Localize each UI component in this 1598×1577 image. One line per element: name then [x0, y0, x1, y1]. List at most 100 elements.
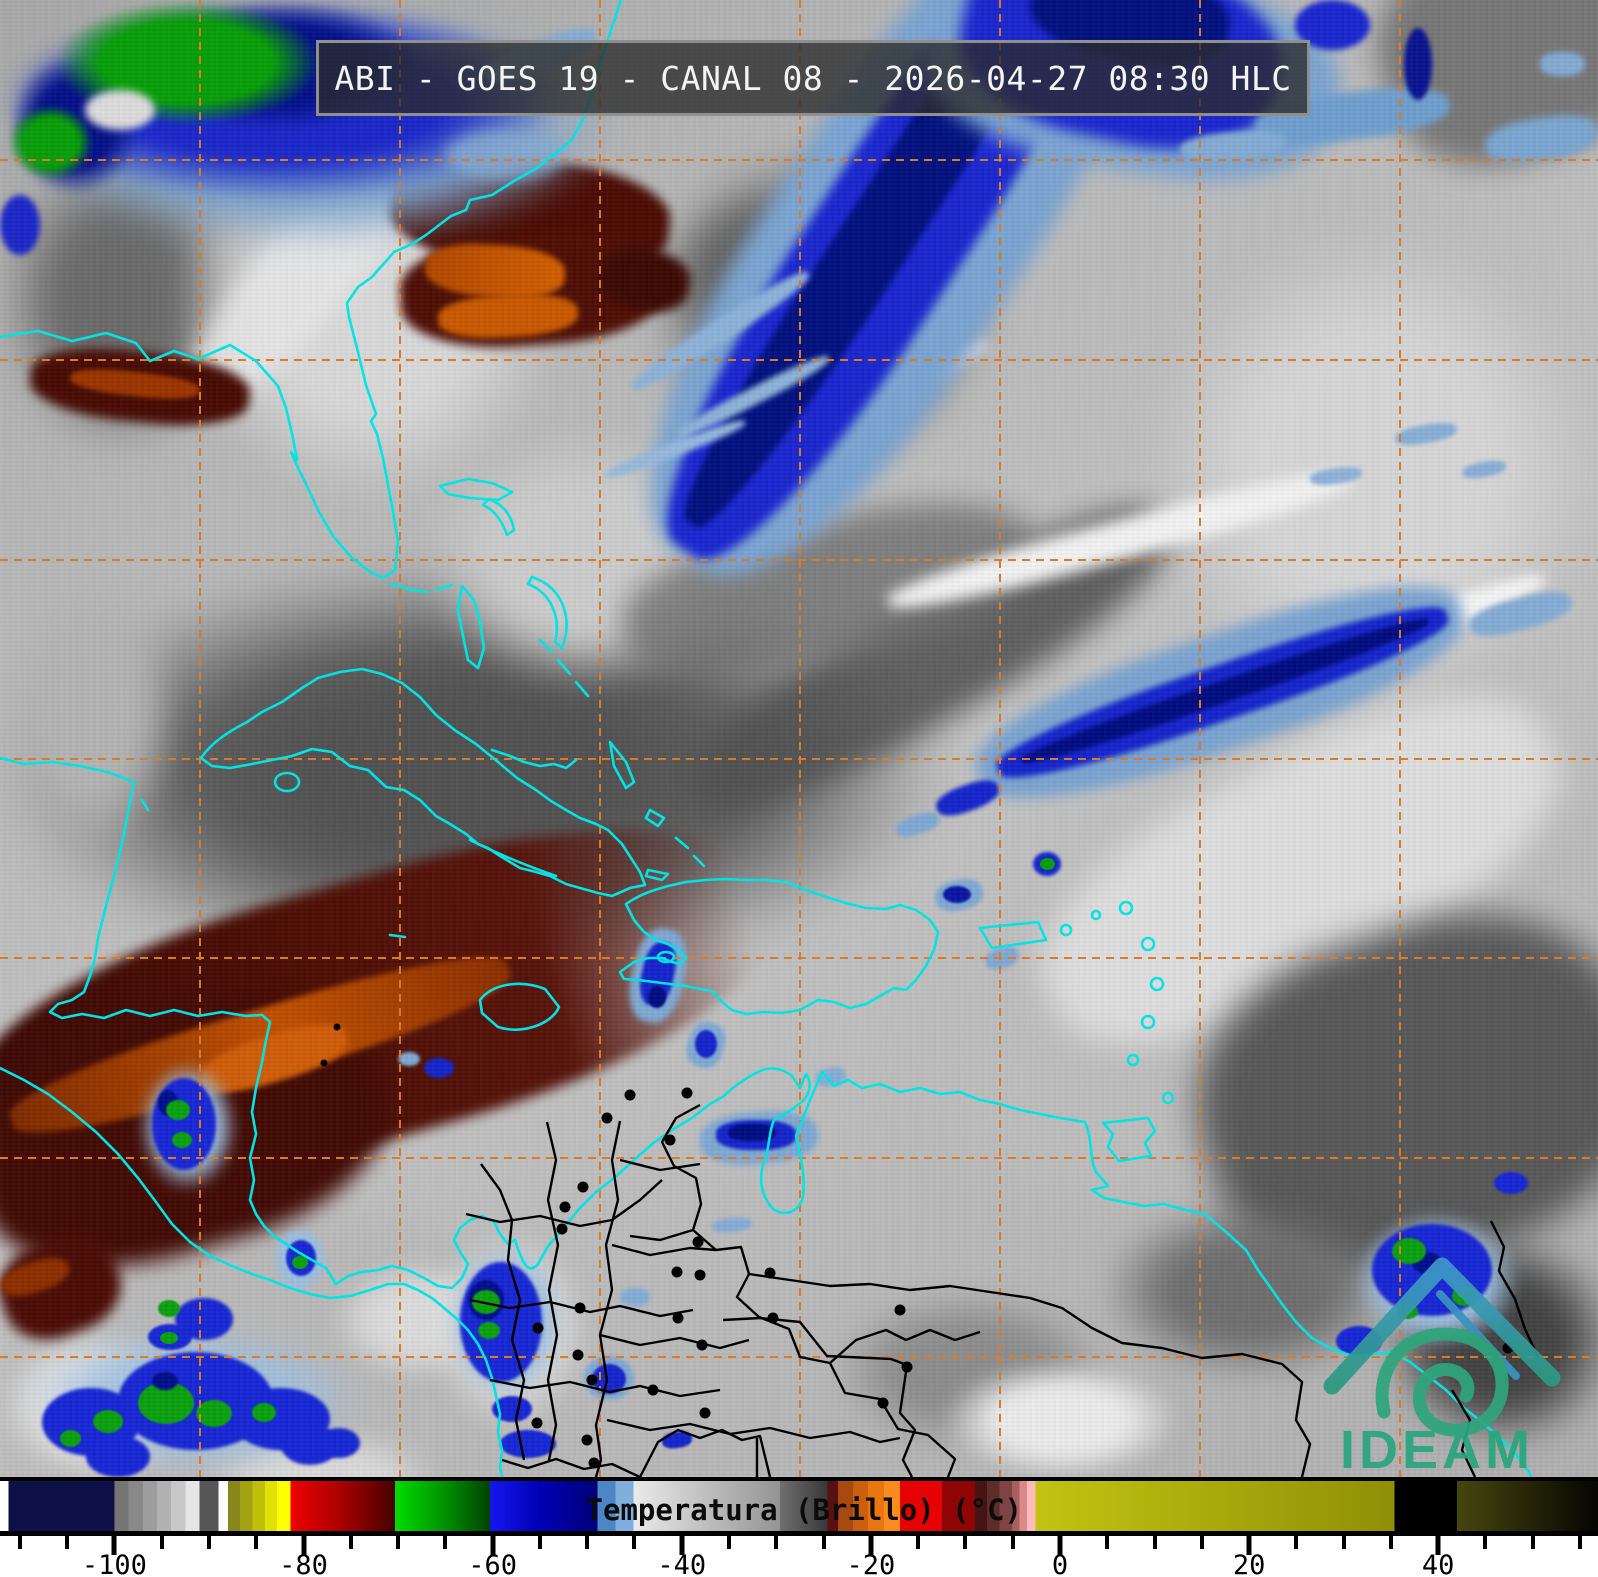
colorbar-axis: -100 -80 -60 -40 -20 0 20 40	[0, 1536, 1598, 1577]
colorbar-minor-tick	[1388, 1536, 1393, 1549]
colorbar-minor-tick	[1483, 1536, 1488, 1549]
city-markers	[320, 1023, 1514, 1469]
city-marker	[581, 1434, 593, 1446]
coast-hispaniola	[618, 877, 940, 1016]
colorbar-minor-tick	[1530, 1536, 1535, 1549]
cloud-bright	[85, 90, 155, 130]
colorbar-tick-label: 0	[1051, 1550, 1069, 1577]
colorbar-major-tick	[1057, 1536, 1063, 1555]
city-marker	[692, 1236, 704, 1248]
green-overshoot-cell	[160, 1332, 178, 1344]
coast-jamaica	[478, 982, 561, 1031]
colorbar-minor-tick	[585, 1536, 590, 1549]
colorbar-label: Temperatura (Brillo) (°C)	[585, 1493, 1023, 1527]
colorbar-major-tick	[111, 1536, 117, 1555]
city-marker	[672, 1312, 684, 1324]
city-marker	[664, 1134, 676, 1146]
city-marker	[572, 1349, 584, 1361]
storm-cell	[1494, 1172, 1528, 1194]
green-overshoot-cell	[252, 1403, 276, 1422]
coast-us-gulf-atlantic	[0, 0, 623, 580]
logo-roof-icon	[1323, 1257, 1561, 1395]
coast-colombia-venezuela	[513, 1067, 1533, 1477]
coast-cuba	[199, 667, 647, 898]
storm-cell	[460, 1262, 542, 1382]
coast-florida-keys	[388, 582, 454, 594]
colorbar-minor-tick	[821, 1536, 826, 1549]
colorbar-tick-label: -100	[81, 1550, 147, 1577]
storm-cell	[728, 1124, 776, 1141]
colorbar-tick-label: 20	[1232, 1550, 1266, 1577]
city-marker	[699, 1407, 711, 1419]
green-overshoot-cell	[158, 1300, 180, 1317]
green-overshoot-cell	[166, 1100, 190, 1120]
green-overshoot-cell	[172, 1132, 192, 1148]
colorbar-minor-tick	[727, 1536, 732, 1549]
green-overshoot-cell	[196, 1400, 232, 1427]
colorbar-minor-tick	[1199, 1536, 1204, 1549]
coast-isle-of-youth	[273, 771, 301, 793]
ideam-logo: IDEAM	[1323, 1257, 1561, 1475]
colorbar-major-tick	[301, 1536, 307, 1555]
colorbar-footer: Temperatura (Brillo) (°C) -100 -80 -60 -40-…	[0, 1477, 1598, 1577]
city-marker	[901, 1361, 913, 1373]
coast-central-america-pacific	[0, 1066, 504, 1477]
satellite-image: ABI - GOES 19 - CANAL 08 - 2026-04-27 08…	[0, 0, 1598, 1477]
colorbar-minor-tick	[254, 1536, 259, 1549]
coast-lesser-antilles	[1059, 900, 1175, 1105]
cold-cloud-fringe	[445, 130, 565, 180]
title-bar: ABI - GOES 19 - CANAL 08 - 2026-04-27 08…	[316, 40, 1310, 116]
green-overshoot-cell	[1392, 1238, 1426, 1264]
city-marker	[694, 1269, 706, 1281]
colorbar-major-tick	[679, 1536, 685, 1555]
colorbar-minor-tick	[1578, 1536, 1583, 1549]
city-marker	[696, 1339, 708, 1351]
colorbar-minor-tick	[1152, 1536, 1157, 1549]
colorbar-major-tick	[1246, 1536, 1252, 1555]
coast-jardines-cays	[468, 838, 558, 878]
coast-cayman	[388, 933, 407, 939]
coast-bahamas	[438, 477, 706, 868]
green-overshoot-cell	[60, 1430, 81, 1447]
cold-cloud-fringe	[1540, 52, 1585, 76]
storm-cell	[398, 1052, 420, 1066]
colorbar-minor-tick	[443, 1536, 448, 1549]
storm-cell	[620, 1288, 650, 1306]
colorbar-minor-tick	[963, 1536, 968, 1549]
city-marker	[601, 1112, 613, 1124]
green-overshoot-cell	[292, 1256, 308, 1269]
cold-cloud-core	[1404, 28, 1432, 100]
coast-gonave	[656, 950, 676, 964]
storm-cell	[943, 886, 971, 903]
coast-yucatan	[0, 756, 264, 1020]
colorbar-tick-label: 40	[1421, 1550, 1455, 1577]
storm-cell	[500, 1430, 556, 1458]
coast-central-america-caribbean	[248, 1013, 517, 1290]
city-marker	[894, 1304, 906, 1316]
coast-tortuga	[644, 868, 670, 882]
city-marker	[586, 1374, 598, 1386]
coast-trinidad	[1101, 1116, 1157, 1163]
city-marker	[681, 1087, 693, 1099]
cloud-shade	[0, 560, 180, 860]
city-marker	[574, 1302, 586, 1314]
colorbar-minor-tick	[159, 1536, 164, 1549]
city-marker	[877, 1397, 889, 1409]
colorbar-minor-tick	[1010, 1536, 1015, 1549]
storm-cell	[648, 986, 666, 1008]
colorbar-minor-tick	[348, 1536, 353, 1549]
colorbar-minor-tick	[1105, 1536, 1110, 1549]
logo-text: IDEAM	[1340, 1420, 1534, 1475]
city-marker	[764, 1267, 776, 1279]
colorbar-minor-tick	[206, 1536, 211, 1549]
storm-cell	[424, 1058, 454, 1078]
cold-cloud-mass	[0, 195, 40, 255]
colorbar-tick-label: -60	[468, 1550, 518, 1577]
green-overshoot-cell	[8, 105, 93, 180]
colorbar-tick-label: -40	[657, 1550, 707, 1577]
colorbar-tick-label: -20	[846, 1550, 896, 1577]
storm-cell	[86, 1436, 150, 1477]
colorbar-minor-tick	[396, 1536, 401, 1549]
colorbar-minor-tick	[1341, 1536, 1346, 1549]
